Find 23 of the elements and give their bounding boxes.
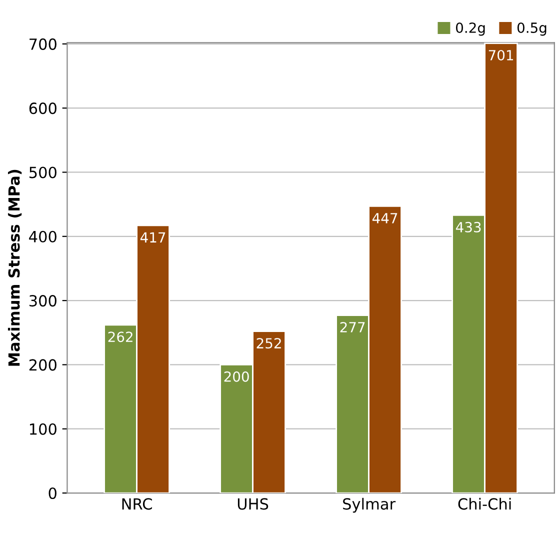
y-tick-label: 100: [30, 423, 56, 435]
y-tick-label: 200: [29, 359, 56, 371]
y-axis-title: Maximum Stress (MPa): [8, 170, 22, 366]
x-tick-label: Chi-Chi: [458, 498, 511, 510]
y-tick-label: 0: [48, 487, 56, 500]
data-label: 262: [108, 332, 132, 342]
y-tick-label: 600: [29, 102, 56, 114]
data-label: 200: [224, 371, 249, 382]
x-tick-label: Sylmar: [343, 498, 396, 513]
x-tick-label: UHS: [238, 498, 268, 510]
legend-label: 0.2g: [456, 22, 485, 36]
data-label: 701: [488, 50, 514, 60]
y-tick-label: 300: [29, 295, 56, 307]
x-tick-label: NRC: [122, 498, 152, 510]
data-label: 417: [140, 232, 166, 242]
data-label: 252: [256, 338, 281, 349]
data-label: 447: [372, 213, 398, 224]
y-tick-label: 400: [29, 230, 56, 242]
legend-label: 0.5g: [517, 22, 546, 36]
y-tick-label: 700: [30, 38, 56, 50]
y-tick-label: 500: [29, 166, 56, 178]
data-label: 433: [456, 222, 481, 232]
data-label: 277: [340, 322, 365, 332]
